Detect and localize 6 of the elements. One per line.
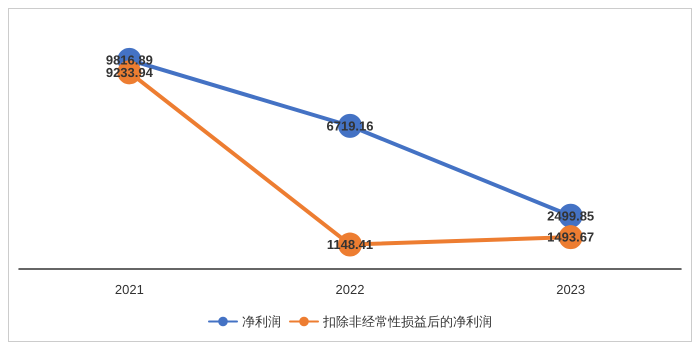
data-label: 9816.89	[106, 52, 153, 68]
x-tick-label: 2022	[336, 282, 364, 297]
legend-label: 扣除非经常性损益后的净利润	[322, 314, 492, 329]
x-tick-label: 2023	[556, 282, 586, 297]
x-tick-label: 2021	[114, 282, 144, 297]
legend-label: 净利润	[242, 314, 281, 329]
